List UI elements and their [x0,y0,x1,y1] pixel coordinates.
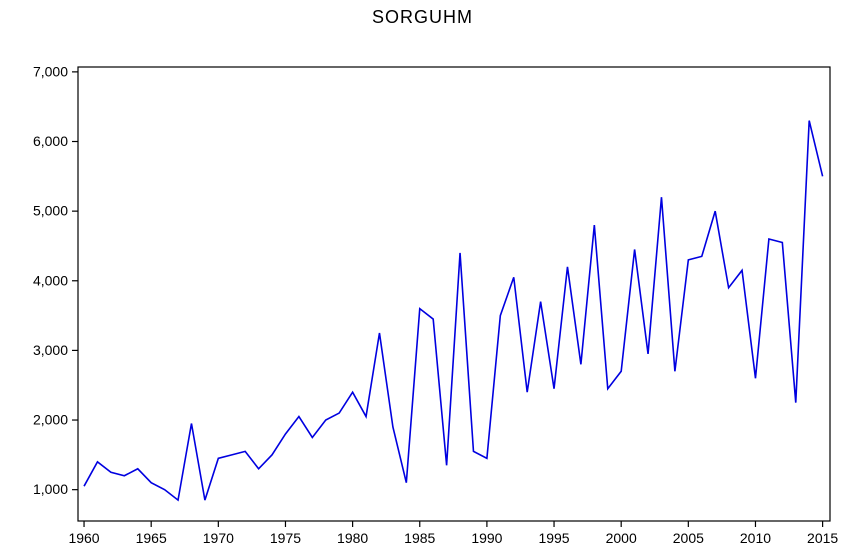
x-axis-tick-label: 1995 [538,530,569,546]
y-axis-tick-label: 2,000 [33,412,68,428]
x-axis-tick-label: 1965 [136,530,167,546]
plot-frame [77,66,831,522]
x-axis-tick-label: 2015 [807,530,838,546]
x-axis-tick-label: 1975 [270,530,301,546]
x-axis-tick-label: 1960 [68,530,99,546]
y-axis-tick-label: 6,000 [33,133,68,149]
x-axis-tick-label: 2010 [740,530,771,546]
y-axis-tick-label: 5,000 [33,203,68,219]
y-axis-tick-label: 4,000 [33,272,68,288]
x-axis-tick-label: 1970 [203,530,234,546]
x-axis-tick-label: 1985 [404,530,435,546]
data-line-sorguhm [83,120,824,502]
x-axis-tick-label: 2005 [673,530,704,546]
y-axis-tick-label: 7,000 [33,63,68,79]
x-axis-tick-label: 1980 [337,530,368,546]
y-axis-tick-label: 3,000 [33,342,68,358]
chart-title: SORGUHM [372,7,473,27]
y-axis-tick-label: 1,000 [33,481,68,497]
x-axis-tick-label: 2000 [606,530,637,546]
x-axis-tick-label: 1990 [471,530,502,546]
